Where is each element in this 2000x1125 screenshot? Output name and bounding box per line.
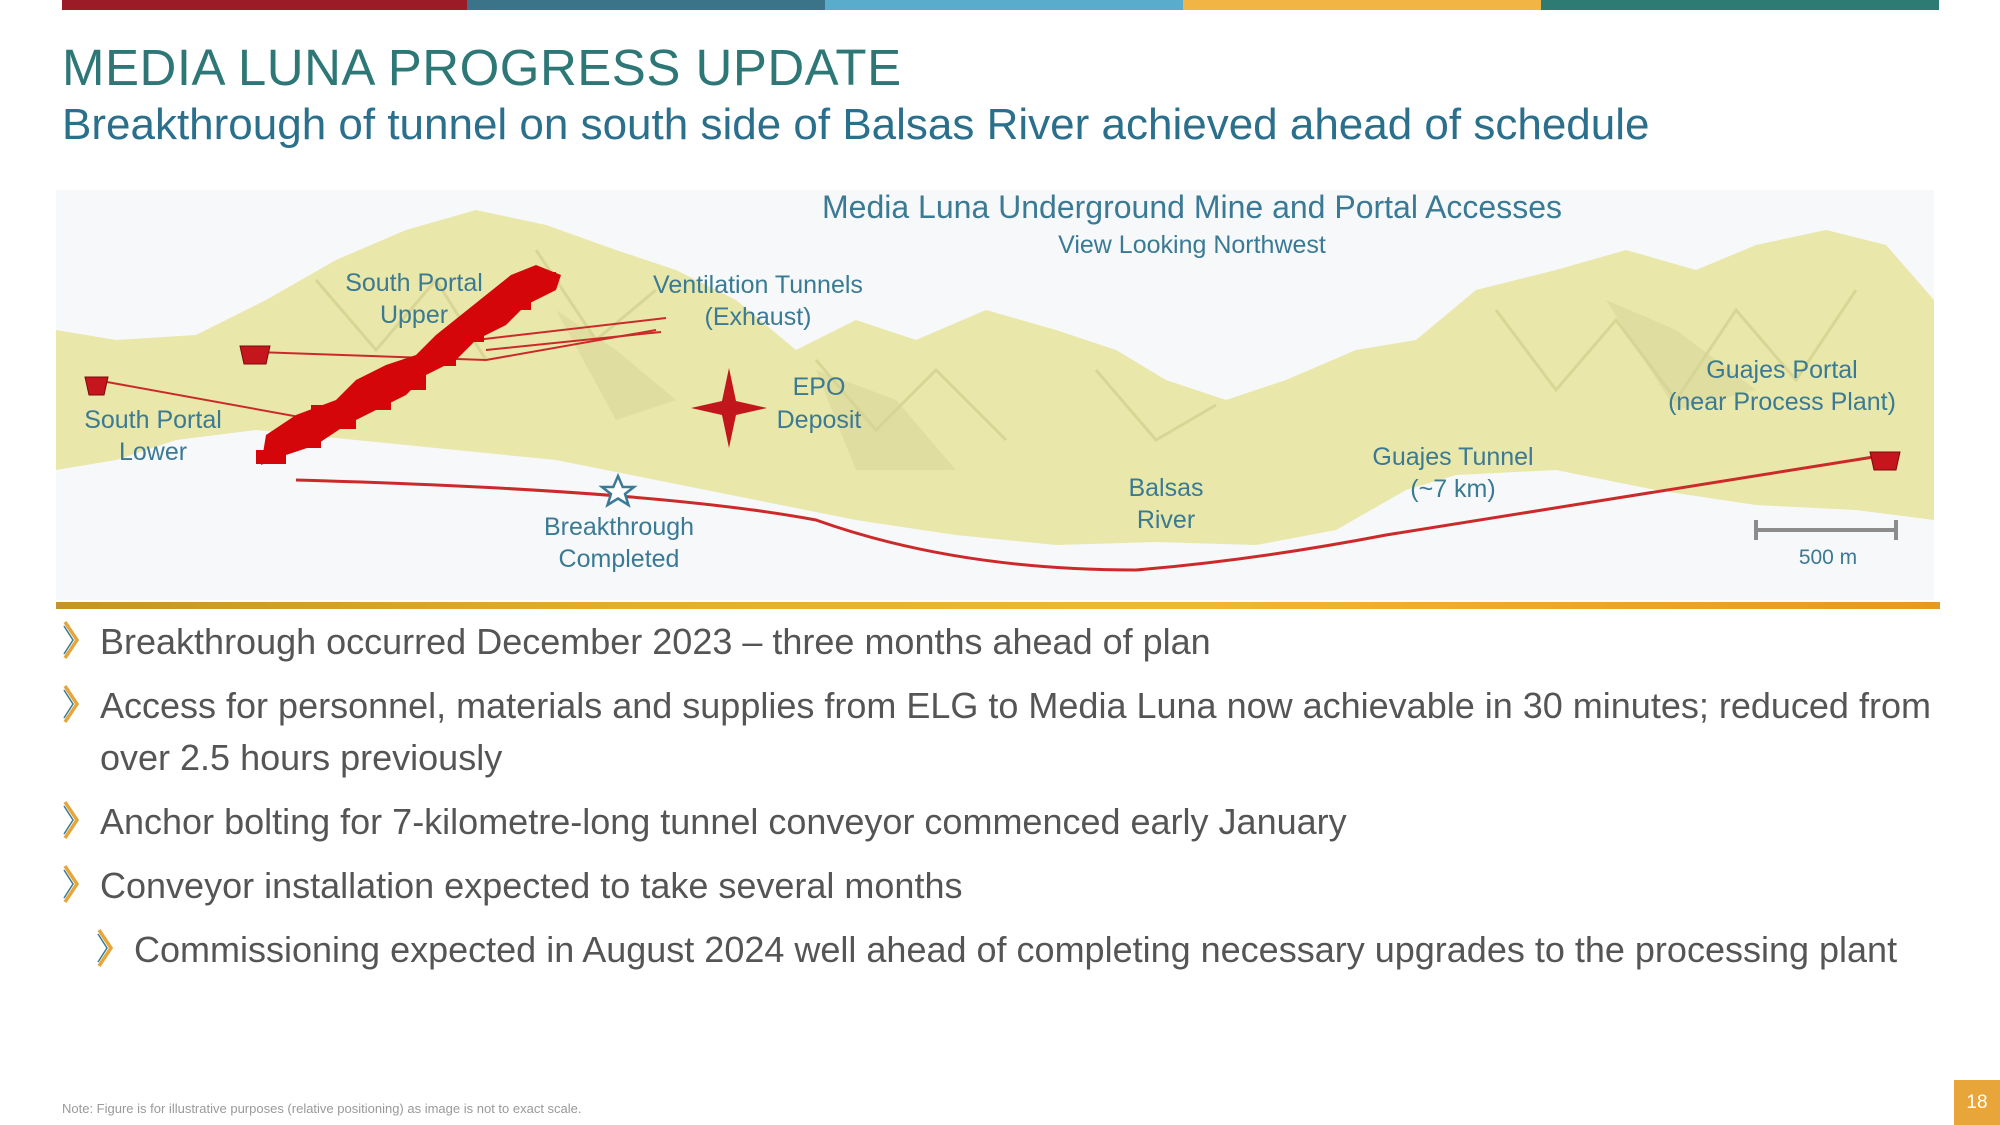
chevron-right-icon bbox=[63, 865, 80, 903]
label-epo-2: Deposit bbox=[777, 406, 862, 434]
scale-bar bbox=[1754, 520, 1898, 540]
label-south-portal-lower-2: Lower bbox=[119, 438, 187, 466]
label-south-portal-upper-1: South Portal bbox=[345, 269, 483, 297]
page-number: 18 bbox=[1954, 1080, 2000, 1125]
breakthrough-star-icon bbox=[598, 472, 638, 508]
bullet-list: Breakthrough occurred December 2023 – th… bbox=[62, 616, 1942, 988]
figure-title: Media Luna Underground Mine and Portal A… bbox=[822, 190, 1562, 225]
chevron-right-icon bbox=[63, 801, 80, 839]
color-band-segment-3 bbox=[825, 0, 1183, 10]
chevron-right-icon bbox=[97, 929, 114, 967]
terrain-shadow bbox=[556, 300, 1756, 470]
portal-marker-icon-upper bbox=[239, 345, 271, 365]
label-guajes-tunnel-2: (~7 km) bbox=[1410, 475, 1495, 503]
bullet-text: Access for personnel, materials and supp… bbox=[100, 685, 1931, 778]
bullet-item: Breakthrough occurred December 2023 – th… bbox=[62, 616, 1942, 668]
scale-bar-label: 500 m bbox=[1799, 546, 1857, 569]
label-ventilation-2: (Exhaust) bbox=[705, 303, 812, 331]
label-guajes-tunnel-1: Guajes Tunnel bbox=[1372, 443, 1533, 471]
divider-rule bbox=[56, 602, 1940, 609]
footnote: Note: Figure is for illustrative purpose… bbox=[62, 1101, 582, 1116]
label-breakthrough-2: Completed bbox=[559, 545, 680, 573]
lower-access-line bbox=[95, 379, 317, 421]
figure-subtitle: View Looking Northwest bbox=[1058, 231, 1326, 259]
color-band-segment-2 bbox=[467, 0, 825, 10]
label-south-portal-upper-2: Upper bbox=[380, 301, 448, 329]
bullet-text: Anchor bolting for 7-kilometre-long tunn… bbox=[100, 801, 1347, 842]
color-band-segment-5 bbox=[1541, 0, 1939, 10]
label-guajes-portal-1: Guajes Portal bbox=[1706, 356, 1857, 384]
label-ventilation-1: Ventilation Tunnels bbox=[653, 271, 863, 299]
label-epo-1: EPO bbox=[793, 373, 846, 401]
ventilation-lines bbox=[475, 317, 667, 351]
bullet-text: Conveyor installation expected to take s… bbox=[100, 865, 963, 906]
page-subtitle: Breakthrough of tunnel on south side of … bbox=[62, 100, 1650, 149]
mine-workings bbox=[256, 265, 561, 465]
color-band bbox=[62, 0, 1939, 10]
chevron-right-icon bbox=[63, 685, 80, 723]
portal-marker-icon-guajes bbox=[1869, 451, 1901, 471]
bullet-text: Breakthrough occurred December 2023 – th… bbox=[100, 621, 1211, 662]
bullet-item: Conveyor installation expected to take s… bbox=[62, 860, 1942, 912]
page-title: MEDIA LUNA PROGRESS UPDATE bbox=[62, 39, 902, 96]
upper-access-line bbox=[255, 329, 657, 362]
color-band-segment-4 bbox=[1183, 0, 1541, 10]
deposit-star-icon bbox=[691, 368, 767, 448]
sub-bullet-item: Commissioning expected in August 2024 we… bbox=[96, 924, 1942, 976]
guajes-tunnel-line bbox=[295, 453, 1887, 572]
label-balsas-1: Balsas bbox=[1128, 474, 1203, 502]
label-south-portal-lower-1: South Portal bbox=[84, 406, 222, 434]
label-guajes-portal-2: (near Process Plant) bbox=[1668, 388, 1896, 416]
portal-marker-icon-lower bbox=[84, 376, 109, 396]
label-balsas-2: River bbox=[1137, 506, 1195, 534]
label-breakthrough-1: Breakthrough bbox=[544, 513, 694, 541]
bullet-item: Access for personnel, materials and supp… bbox=[62, 680, 1942, 784]
mine-figure: Media Luna Underground Mine and Portal A… bbox=[56, 190, 1934, 600]
bullet-item: Anchor bolting for 7-kilometre-long tunn… bbox=[62, 796, 1942, 848]
color-band-segment-1 bbox=[62, 0, 467, 10]
bullet-text: Commissioning expected in August 2024 we… bbox=[134, 929, 1898, 970]
chevron-right-icon bbox=[63, 621, 80, 659]
